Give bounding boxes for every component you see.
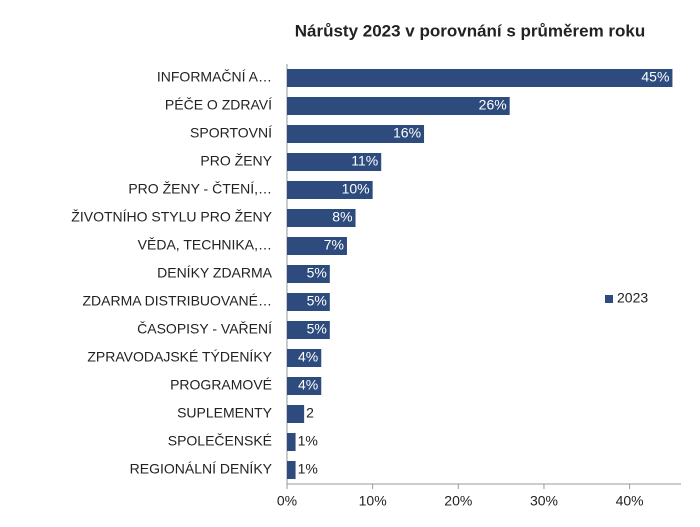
y-tick-label: PÉČE O ZDRAVÍ	[165, 97, 272, 113]
data-label: 26%	[479, 97, 507, 113]
y-tick-label: ZDARMA DISTRIBUOVANÉ…	[82, 293, 272, 309]
bar	[287, 349, 322, 367]
x-tick-label: 40%	[616, 493, 644, 509]
y-tick-label: PRO ŽENY - ČTENÍ,…	[128, 181, 272, 197]
data-label: 5%	[307, 293, 327, 309]
y-tick-label: PROGRAMOVÉ	[170, 377, 272, 393]
data-label: 7%	[324, 237, 344, 253]
legend-label: 2023	[617, 290, 648, 306]
y-tick-label: ŽIVOTNÍHO STYLU PRO ŽENY	[71, 209, 272, 225]
bar	[287, 461, 296, 479]
bar	[287, 321, 330, 339]
y-tick-label: PRO ŽENY	[200, 153, 272, 169]
y-tick-label: ČASOPISY - VAŘENÍ	[137, 321, 272, 337]
y-tick-label: VĚDA, TECHNIKA,…	[138, 237, 272, 253]
bar	[287, 237, 347, 255]
y-tick-label: ZPRAVODAJSKÉ TÝDENÍKY	[87, 349, 272, 365]
bar	[287, 153, 382, 171]
data-label: 10%	[342, 181, 370, 197]
bar	[287, 209, 356, 227]
y-tick-label: REGIONÁLNÍ DENÍKY	[130, 461, 273, 477]
data-label: 1%	[298, 433, 318, 449]
data-label: 4%	[298, 349, 318, 365]
bar	[287, 405, 305, 423]
y-tick-label: SPORTOVNÍ	[190, 125, 272, 141]
y-tick-label: SPOLEČENSKÉ	[168, 433, 272, 449]
bar	[287, 377, 322, 395]
data-label: 4%	[298, 377, 318, 393]
bar	[287, 125, 425, 143]
x-tick-label: 30%	[530, 493, 558, 509]
x-tick-label: 0%	[277, 493, 297, 509]
data-label: 8%	[332, 209, 352, 225]
data-label: 1%	[298, 461, 318, 477]
bar	[287, 97, 510, 115]
y-tick-label: DENÍKY ZDARMA	[157, 265, 273, 281]
data-label: 45%	[641, 69, 669, 85]
data-label: 5%	[307, 321, 327, 337]
x-tick-label: 10%	[359, 493, 387, 509]
bar	[287, 433, 296, 451]
bar	[287, 293, 330, 311]
legend-swatch	[605, 295, 613, 303]
bar	[287, 265, 330, 283]
x-tick-label: 20%	[444, 493, 472, 509]
data-label: 16%	[393, 125, 421, 141]
data-label: 11%	[351, 153, 378, 169]
y-tick-label: SUPLEMENTY	[177, 405, 273, 421]
bar	[287, 181, 373, 199]
chart-title: Nárůsty 2023 v porovnání s průměrem roku	[295, 21, 646, 40]
data-label: 2	[306, 405, 314, 421]
data-label: 5%	[307, 265, 327, 281]
bar	[287, 69, 673, 87]
y-tick-label: INFORMAČNÍ A…	[157, 69, 272, 85]
